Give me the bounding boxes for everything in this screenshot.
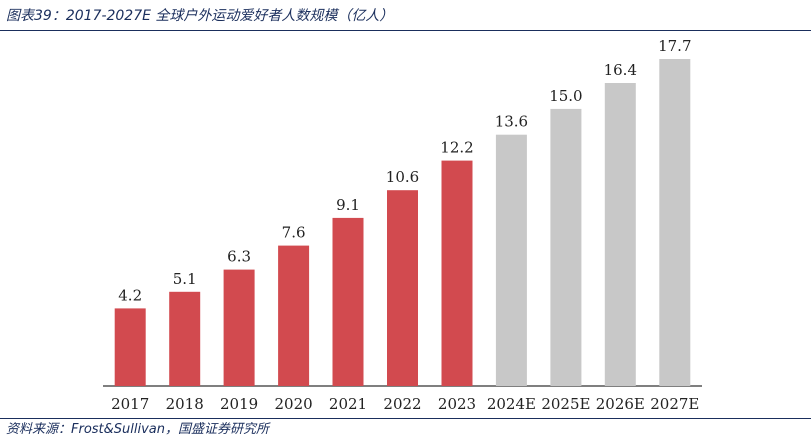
data-label-2024E: 13.6 — [495, 113, 528, 131]
bar-2018 — [169, 291, 201, 386]
data-label-2023: 12.2 — [440, 139, 473, 157]
source-note: 资料来源：Frost&Sullivan，国盛证券研究所 — [6, 422, 270, 437]
data-label-2017: 4.2 — [118, 286, 142, 304]
data-label-2022: 10.6 — [386, 168, 419, 186]
data-label-2018: 5.1 — [173, 270, 197, 288]
bar-2025E — [550, 108, 582, 387]
x-tick-label-2027E: 2027E — [650, 395, 699, 413]
data-label-2019: 6.3 — [227, 248, 251, 266]
x-tick-label-2024E: 2024E — [487, 395, 536, 413]
footer-divider — [0, 418, 811, 419]
x-tick-label-2021: 2021 — [329, 395, 367, 413]
bar-2020 — [278, 245, 310, 386]
x-tick-label-2023: 2023 — [438, 395, 476, 413]
bar-2027E — [659, 59, 691, 386]
bar-2019 — [223, 269, 255, 386]
x-tick-label-2022: 2022 — [383, 395, 421, 413]
bar-2021 — [332, 217, 364, 386]
data-label-2027E: 17.7 — [658, 37, 691, 55]
bar-2022 — [387, 190, 418, 386]
x-tick-label-2020: 2020 — [275, 395, 313, 413]
chart-title: 图表39：2017-2027E 全球户外运动爱好者人数规模（亿人） — [6, 8, 394, 24]
bar-2023 — [441, 160, 473, 386]
chart-panel: 4.2 2017 5.1 2018 6.3 2019 7.6 2020 9.1 2021 10.6 2… — [0, 32, 811, 416]
bar-2026E — [604, 83, 636, 386]
x-tick-label-2017: 2017 — [111, 395, 149, 413]
x-tick-label-2026E: 2026E — [596, 395, 645, 413]
data-label-2026E: 16.4 — [604, 61, 637, 79]
bar-2024E — [495, 134, 527, 386]
bar-2017 — [114, 308, 146, 386]
data-label-2025E: 15.0 — [549, 87, 582, 105]
data-label-2021: 9.1 — [336, 196, 360, 214]
x-tick-label-2025E: 2025E — [541, 395, 590, 413]
data-label-2020: 7.6 — [282, 224, 306, 242]
x-tick-label-2018: 2018 — [166, 395, 204, 413]
bar-chart: 4.2 2017 5.1 2018 6.3 2019 7.6 2020 9.1 2021 10.6 2… — [103, 37, 702, 413]
title-divider — [0, 30, 811, 31]
x-tick-label-2019: 2019 — [220, 395, 258, 413]
